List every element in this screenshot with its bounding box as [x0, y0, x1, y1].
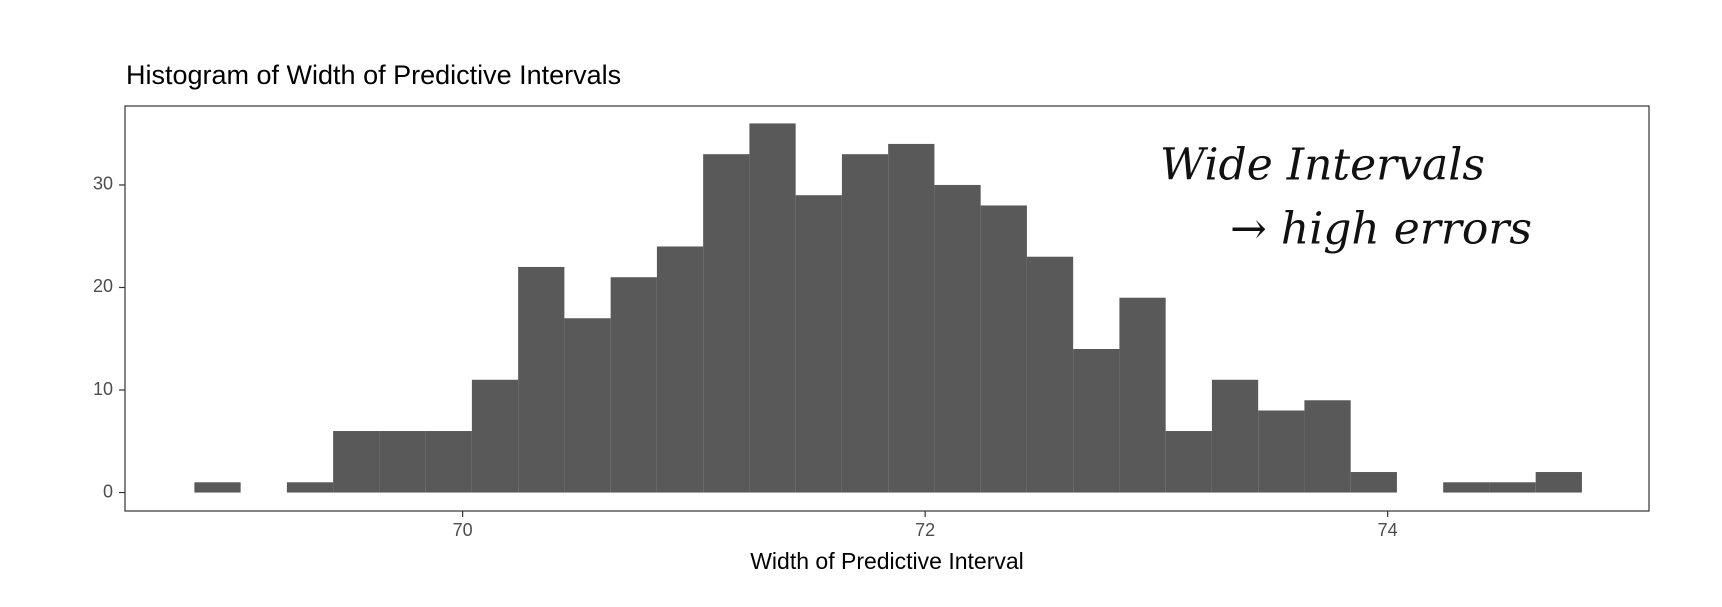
bar [934, 184, 981, 493]
bar [749, 123, 796, 493]
y-tick-label: 0 [103, 481, 113, 501]
y-tick-label: 30 [93, 174, 113, 194]
bar [1165, 431, 1212, 493]
bar [795, 195, 842, 493]
bar [194, 482, 241, 493]
x-tick-label: 70 [453, 520, 473, 540]
bar [1258, 410, 1305, 493]
y-tick-label: 10 [93, 379, 113, 399]
bar [656, 246, 704, 493]
bar [1350, 472, 1397, 493]
bar [1489, 482, 1536, 493]
y-tick-label: 20 [93, 276, 113, 296]
x-axis-title: Width of Predictive Interval [750, 548, 1024, 574]
bar [333, 431, 380, 493]
x-tick-label: 72 [915, 520, 935, 540]
bar [564, 318, 611, 493]
panel-border [124, 105, 1650, 512]
bar [379, 431, 426, 493]
bar [1304, 400, 1351, 493]
bar [888, 143, 935, 493]
bar [471, 379, 519, 493]
bar [610, 277, 657, 493]
bar [1026, 256, 1074, 493]
x-tick-label: 74 [1378, 520, 1398, 540]
bar [518, 266, 565, 493]
chart-title: Histogram of Width of Predictive Interva… [126, 60, 621, 90]
bar [1073, 349, 1120, 493]
bar [703, 154, 750, 493]
bar [1211, 379, 1259, 493]
bar [980, 205, 1027, 493]
bar [1443, 482, 1490, 493]
bar [425, 431, 472, 493]
bar [1535, 472, 1582, 493]
bar [286, 482, 334, 493]
annotation: → high errors [1230, 204, 1532, 255]
bar [841, 154, 889, 493]
bar [1119, 297, 1166, 493]
annotation: Wide Intervals [1160, 140, 1485, 191]
